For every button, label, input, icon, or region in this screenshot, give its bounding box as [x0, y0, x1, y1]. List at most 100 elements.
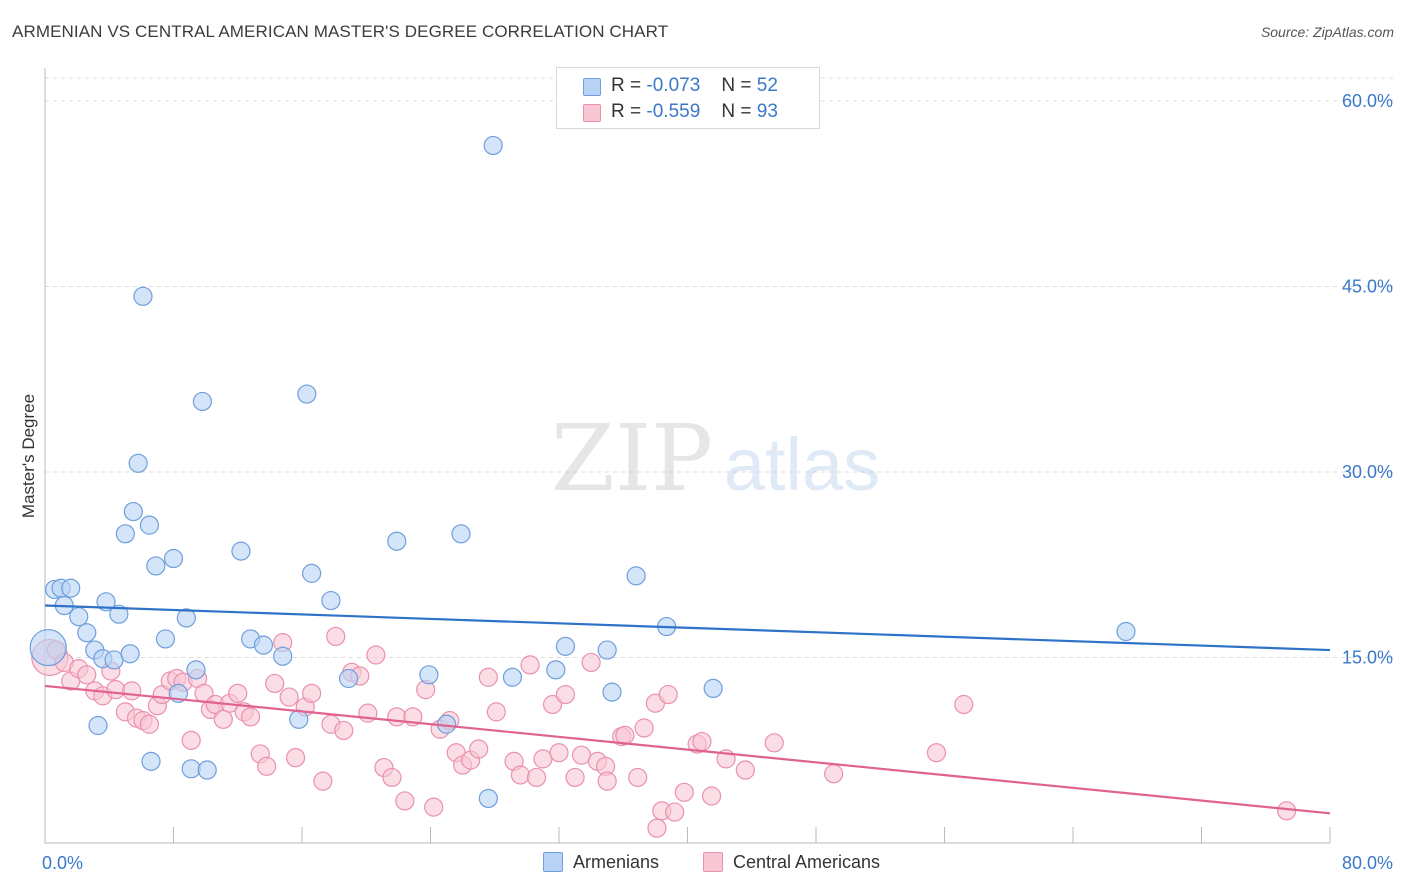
armenians-point	[338, 668, 359, 689]
series-armenians	[29, 135, 1136, 809]
grid-lines	[45, 77, 1393, 658]
central-americans-point	[382, 767, 402, 788]
central-americans-point	[334, 720, 354, 741]
central-americans-point	[265, 673, 285, 694]
armenians-point	[104, 650, 124, 670]
central-americans-point	[634, 718, 654, 738]
central-americans-point	[424, 797, 444, 817]
armenians-point	[69, 607, 89, 627]
legend-item-central-americans: Central Americans	[703, 852, 880, 873]
central-americans-point	[181, 730, 201, 750]
central-americans-point	[139, 714, 160, 734]
central-americans-point	[366, 645, 386, 665]
central-americans-point	[692, 731, 712, 752]
armenians-point	[273, 646, 293, 666]
armenians-point	[181, 759, 201, 779]
armenians-point	[186, 660, 206, 680]
central-americans-point	[228, 683, 248, 703]
central-americans-point	[387, 707, 407, 727]
armenians-point	[146, 556, 166, 576]
central-americans-point	[533, 749, 553, 769]
armenians-point	[96, 592, 116, 612]
armenians-point	[163, 548, 184, 569]
armenians-point	[321, 590, 341, 611]
central-americans-point	[478, 667, 498, 687]
armenians-point	[451, 524, 471, 544]
central-americans-point	[542, 694, 563, 715]
armenians-point	[597, 640, 617, 660]
armenians-point	[128, 453, 148, 473]
central-americans-point	[469, 739, 489, 759]
x-tick-label: 80.0%	[1342, 853, 1393, 873]
central-americans-point	[735, 760, 755, 780]
central-americans-point	[764, 733, 784, 753]
source-label: Source: ZipAtlas.com	[1260, 24, 1394, 40]
watermark-atlas: atlas	[724, 423, 880, 506]
x-tick-label: 0.0%	[42, 853, 83, 873]
central-americans-point	[1277, 801, 1297, 821]
y-tick-label: 15.0%	[1342, 647, 1393, 667]
swatch-central-americans	[703, 852, 723, 872]
armenians-point	[61, 578, 81, 598]
armenians-point	[419, 665, 439, 685]
central-americans-point	[241, 707, 261, 727]
central-americans-point	[302, 683, 322, 703]
armenians-point	[139, 515, 160, 535]
y-tick-label: 60.0%	[1342, 91, 1393, 111]
n-label: N =	[721, 75, 752, 96]
legend-label-central-americans: Central Americans	[733, 852, 881, 872]
central-americans-point	[954, 694, 974, 715]
central-americans-point	[213, 709, 233, 729]
central-americans-point	[257, 756, 277, 776]
central-americans-trend-line	[44, 684, 1331, 815]
central-americans-point	[555, 684, 576, 705]
armenians-point	[483, 135, 503, 156]
armenians-point	[626, 566, 646, 586]
central-americans-point	[106, 680, 126, 700]
watermark: ZIP atlas	[551, 405, 880, 512]
central-americans-point	[510, 765, 531, 785]
series-central-americans	[31, 626, 1297, 838]
central-americans-point	[565, 767, 585, 788]
armenians-point	[115, 524, 135, 544]
central-americans-point	[628, 767, 648, 788]
swatch-armenians	[543, 852, 563, 872]
armenians-point	[703, 678, 723, 699]
armenians-point	[141, 751, 161, 771]
central-americans-point	[526, 767, 547, 788]
armenians-trend-line	[44, 604, 1331, 652]
armenians-point	[297, 384, 317, 404]
armenians-point	[1116, 621, 1136, 642]
armenians-point	[502, 667, 523, 687]
armenians-point	[109, 604, 129, 624]
swatch-central-americans	[583, 104, 601, 122]
armenians-point	[253, 635, 274, 655]
armenians-point	[478, 788, 498, 809]
central-americans-point	[520, 655, 540, 675]
armenians-point	[387, 531, 407, 551]
armenians-point	[123, 501, 143, 522]
armenians-point	[120, 644, 140, 664]
armenians-point	[302, 563, 322, 583]
central-americans-point	[77, 665, 97, 685]
armenians-point	[133, 286, 153, 306]
r-label: R =	[611, 101, 642, 122]
armenians-point	[555, 636, 576, 656]
central-americans-point	[313, 771, 333, 791]
n-label: N =	[721, 101, 752, 122]
armenians-point	[546, 660, 566, 680]
central-americans-point	[285, 748, 306, 768]
legend-item-armenians: Armenians	[543, 852, 659, 873]
n-value: 93	[756, 101, 778, 122]
armenians-point	[88, 715, 108, 736]
axes	[44, 68, 1331, 844]
swatch-armenians	[583, 78, 601, 96]
chart-title: ARMENIAN VS CENTRAL AMERICAN MASTER'S DE…	[12, 22, 669, 41]
armenians-point	[602, 682, 622, 702]
armenians-point	[155, 629, 176, 649]
r-label: R =	[611, 75, 642, 96]
central-americans-point	[395, 791, 415, 811]
n-value: 52	[756, 75, 778, 96]
armenians-point	[77, 623, 97, 643]
